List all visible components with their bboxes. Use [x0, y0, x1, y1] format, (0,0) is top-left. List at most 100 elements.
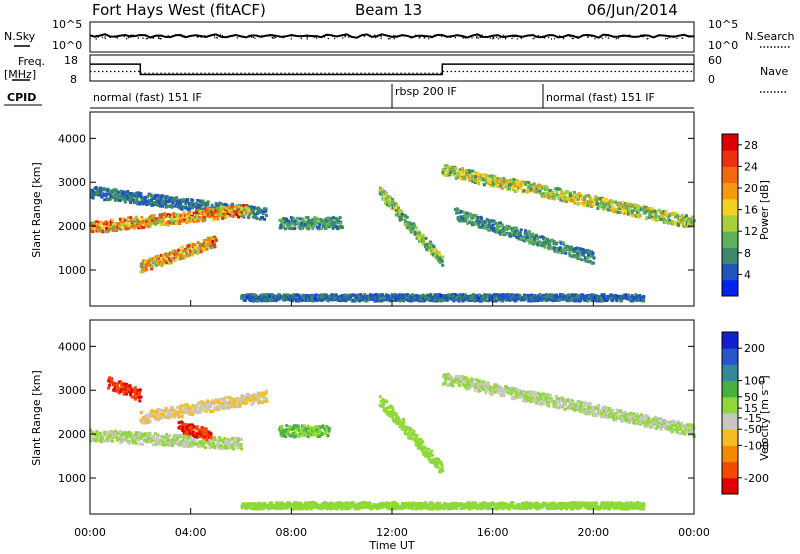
power-cell — [565, 190, 569, 194]
power-cell — [143, 195, 147, 199]
nsearch-point — [657, 35, 660, 37]
power-cell — [590, 293, 593, 297]
power-cell — [488, 298, 492, 302]
power-cell — [173, 249, 177, 253]
nsearch-point — [556, 35, 558, 37]
power-cell — [425, 247, 429, 251]
nsearch-point — [290, 35, 293, 37]
power-cell — [225, 203, 229, 207]
power-cell — [677, 223, 681, 227]
power-cell — [394, 213, 398, 217]
power-cell — [505, 227, 508, 231]
power-cell — [665, 213, 669, 217]
nsearch-point — [428, 38, 430, 40]
velocity-cell — [204, 404, 208, 408]
power-cell — [303, 220, 307, 224]
power-cell — [523, 237, 527, 241]
power-cell — [560, 191, 564, 195]
velocity-cell — [178, 444, 182, 448]
power-cell — [198, 212, 202, 216]
power-cell — [591, 295, 595, 299]
velocity-cell — [228, 400, 231, 404]
velocity-cell — [200, 444, 204, 448]
velocity-cell — [286, 431, 290, 435]
nsearch-point — [236, 37, 238, 39]
power-cell — [568, 253, 572, 257]
power-cell — [167, 261, 171, 265]
velocity-cell — [109, 434, 113, 438]
power-cell — [120, 192, 124, 196]
power-cell — [325, 218, 329, 222]
velocity-cell — [179, 407, 183, 411]
power-cell — [548, 239, 552, 243]
power-cell — [240, 294, 244, 298]
velocity-cell — [189, 427, 193, 431]
power-cell — [322, 223, 326, 227]
velocity-cell — [182, 431, 186, 435]
power-cell — [179, 199, 182, 203]
power-cell — [514, 227, 518, 231]
velocity-cell — [170, 438, 174, 442]
power-cell — [419, 298, 423, 302]
power-cell — [212, 243, 216, 247]
velocity-cell — [190, 434, 194, 438]
power-cell — [583, 195, 587, 198]
velocity-cell — [206, 435, 209, 439]
nsearch-point — [628, 34, 631, 36]
power-cell — [633, 208, 637, 211]
velocity-cell — [265, 399, 269, 403]
nsearch-point — [572, 37, 574, 40]
power-cell — [331, 223, 335, 227]
power-cell — [179, 202, 183, 206]
velocity-cell — [213, 435, 217, 439]
nsearch-point — [468, 36, 470, 38]
power-cell — [650, 210, 654, 214]
power-cell — [520, 236, 524, 240]
velocity-cell — [252, 400, 256, 404]
power-cell — [214, 201, 218, 205]
power-cell — [404, 296, 408, 300]
power-cell — [170, 251, 174, 255]
power-cell — [505, 185, 509, 188]
power-cell — [341, 293, 345, 297]
velocity-cell — [119, 434, 123, 438]
power-cell — [659, 218, 663, 222]
velocity-cell — [109, 432, 113, 436]
nsearch-point — [654, 35, 656, 38]
power-cell — [507, 227, 511, 231]
velocity-cell — [237, 443, 240, 447]
power-cell — [465, 171, 469, 175]
nsearch-point — [393, 34, 395, 37]
power-cell — [685, 218, 689, 222]
nsearch-point — [518, 35, 521, 38]
power-cell — [398, 215, 402, 219]
power-cell — [242, 214, 246, 218]
power-cell — [556, 187, 560, 191]
power-cell — [548, 298, 552, 301]
power-cell — [208, 237, 212, 241]
colorbar-tick: 4 — [744, 268, 751, 281]
power-cell — [496, 177, 500, 180]
power-cell — [517, 186, 521, 190]
power-cell — [620, 200, 624, 204]
velocity-cell — [138, 399, 142, 403]
power-cell — [169, 196, 173, 200]
power-cell — [162, 260, 166, 264]
power-cell — [160, 215, 163, 219]
power-cell — [405, 293, 409, 297]
power-cell — [447, 166, 451, 170]
velocity-cell — [239, 437, 243, 441]
power-cell — [493, 228, 496, 232]
velocity-cell — [162, 440, 166, 444]
power-cell — [540, 297, 544, 301]
power-cell — [168, 257, 171, 261]
nsearch-point — [471, 37, 473, 39]
nsky-tick-hi: 10^5 — [52, 18, 82, 31]
power-cell — [158, 259, 161, 263]
power-cell — [357, 293, 361, 297]
power-cell — [217, 206, 220, 210]
velocity-cell — [161, 413, 165, 417]
velocity-cell — [193, 404, 197, 408]
velocity-cell — [156, 434, 160, 437]
power-cell — [558, 246, 562, 250]
